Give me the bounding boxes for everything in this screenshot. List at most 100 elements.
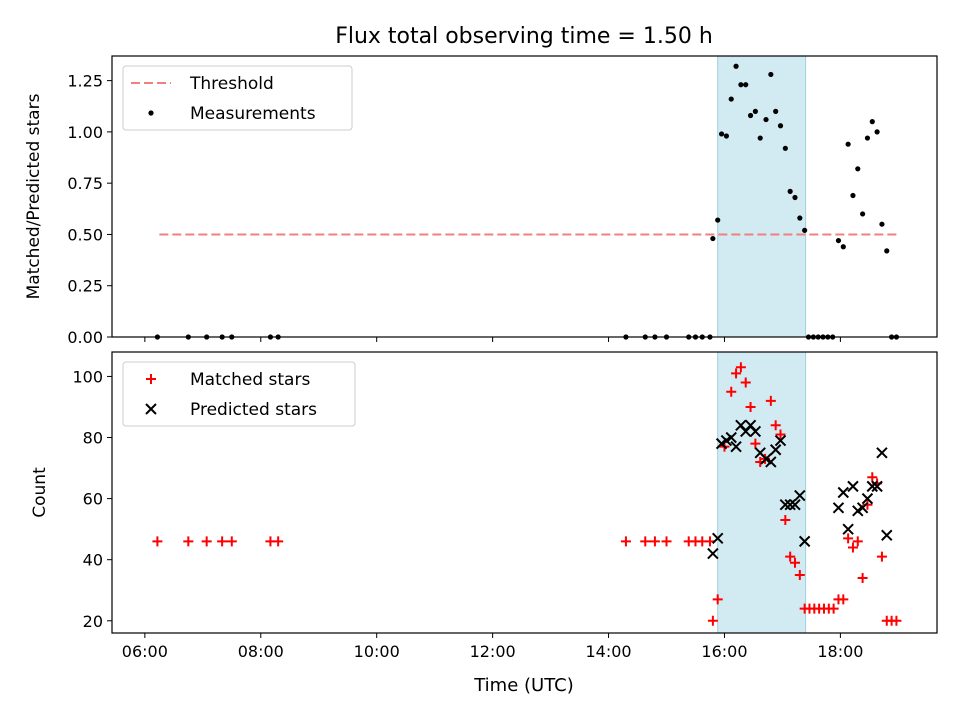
matched-star-marker [707,615,718,626]
matched-star-marker [740,377,751,388]
top-panel: 0.00 0.25 0.50 0.75 1.00 1.25 Matched/Predicte… [24,55,938,347]
legend-measurement-swatch [148,110,154,116]
predicted-star-marker [749,425,762,438]
measurement-point [869,119,875,125]
matched-star-marker [867,472,878,483]
matched-star-marker [843,533,854,544]
matched-star-marker [226,536,237,547]
measurement-point [723,133,730,139]
x-tick-label: 18:00 [817,642,863,661]
predicted-star-marker [798,535,811,548]
x-tick-label: 10:00 [354,642,400,661]
x-tick-label: 14:00 [585,642,631,661]
matched-star-marker [862,499,873,510]
predicted-star-marker [707,547,719,560]
measurement-point [752,108,758,114]
measurement-point [710,235,716,242]
measurement-point [757,135,763,141]
predicted-star-marker [725,431,737,444]
x-axis-label: Time (UTC) [473,675,574,696]
matched-star-marker [852,536,863,547]
legend-box [122,361,356,427]
matched-star-marker [201,536,212,547]
matched-star-marker [217,536,228,547]
x-tick-label: 08:00 [238,642,284,661]
measurement-point [787,188,793,194]
predicted-star-marker [847,480,859,493]
legend-label: Threshold [189,74,274,94]
matched-star-marker [620,536,631,547]
matched-star-marker [765,395,776,406]
measurement-point [763,116,769,123]
matched-star-marker [712,594,723,605]
predicted-star-marker [712,532,724,545]
predicted-star-marker [871,480,883,493]
legend-label: Matched stars [190,370,310,390]
matched-star-marker [273,536,284,547]
measurement-point [884,248,890,254]
measurement-point [864,135,871,141]
predicted-star-marker [779,499,792,511]
y-tick-label: 0.25 [67,277,103,296]
predicted-star-marker [837,486,850,499]
measurement-point [860,211,866,217]
y-tick-label: 0.50 [67,225,103,244]
matched-star-marker [745,401,756,412]
measurement-point [845,141,851,147]
predicted-star-marker [765,456,777,468]
measurement-point [715,217,721,223]
matched-star-marker [731,368,742,379]
legend-matched-swatch [146,374,156,384]
measurement-point [773,108,779,114]
y-tick-label: 1.00 [67,123,103,142]
predicted-star-marker [861,492,874,505]
matched-star-marker [828,603,839,614]
measurement-point [835,237,842,244]
predicted-star-marker [730,440,742,453]
measurement-point [782,145,788,151]
y-tick-label: 40 [83,551,103,570]
predicted-star-marker [774,434,787,447]
y-axis-label: Count [30,467,50,518]
matched-star-marker [794,569,805,580]
matched-star-marker [649,536,660,547]
matched-star-marker [789,557,800,568]
matched-star-marker [183,536,194,547]
measurement-point [777,123,784,129]
axes-frame [111,55,938,338]
chart-title: Flux total observing time = 1.50 h [335,24,713,49]
matched-star-marker [661,536,672,547]
measurement-point [738,82,744,88]
predicted-star-marker [784,499,796,511]
measurement-point [840,244,846,250]
predicted-star-marker [881,529,893,541]
measurement-point [797,215,803,221]
y-tick-label: 60 [83,490,103,509]
measurement-point [855,166,861,172]
predicted-star-marker [876,447,888,459]
y-axis-label: Matched/Predicted stars [24,93,44,299]
matched-star-marker [876,551,887,562]
predicted-star-marker [794,489,806,502]
measurement-point [743,82,749,88]
predicted-star-marker [842,523,854,535]
x-tick-label: 06:00 [122,642,168,661]
measurement-point [718,131,725,137]
measurement-point [874,129,880,135]
matched-star-marker [775,429,786,440]
matched-star-marker [640,536,651,547]
matched-star-marker [838,594,849,605]
axes-frame [111,351,938,634]
y-tick-label: 100 [72,367,103,386]
matched-star-marker [735,362,746,373]
matched-star-marker [891,615,902,626]
matched-star-marker [785,551,796,562]
y-tick-label: 20 [83,612,103,631]
x-tick-label: 16:00 [701,642,747,661]
matched-star-marker [780,514,791,525]
matched-star-marker [847,542,858,553]
measurement-point [792,194,798,201]
measurement-point [850,192,856,199]
matched-star-marker [726,386,737,397]
predicted-star-marker [789,499,801,511]
